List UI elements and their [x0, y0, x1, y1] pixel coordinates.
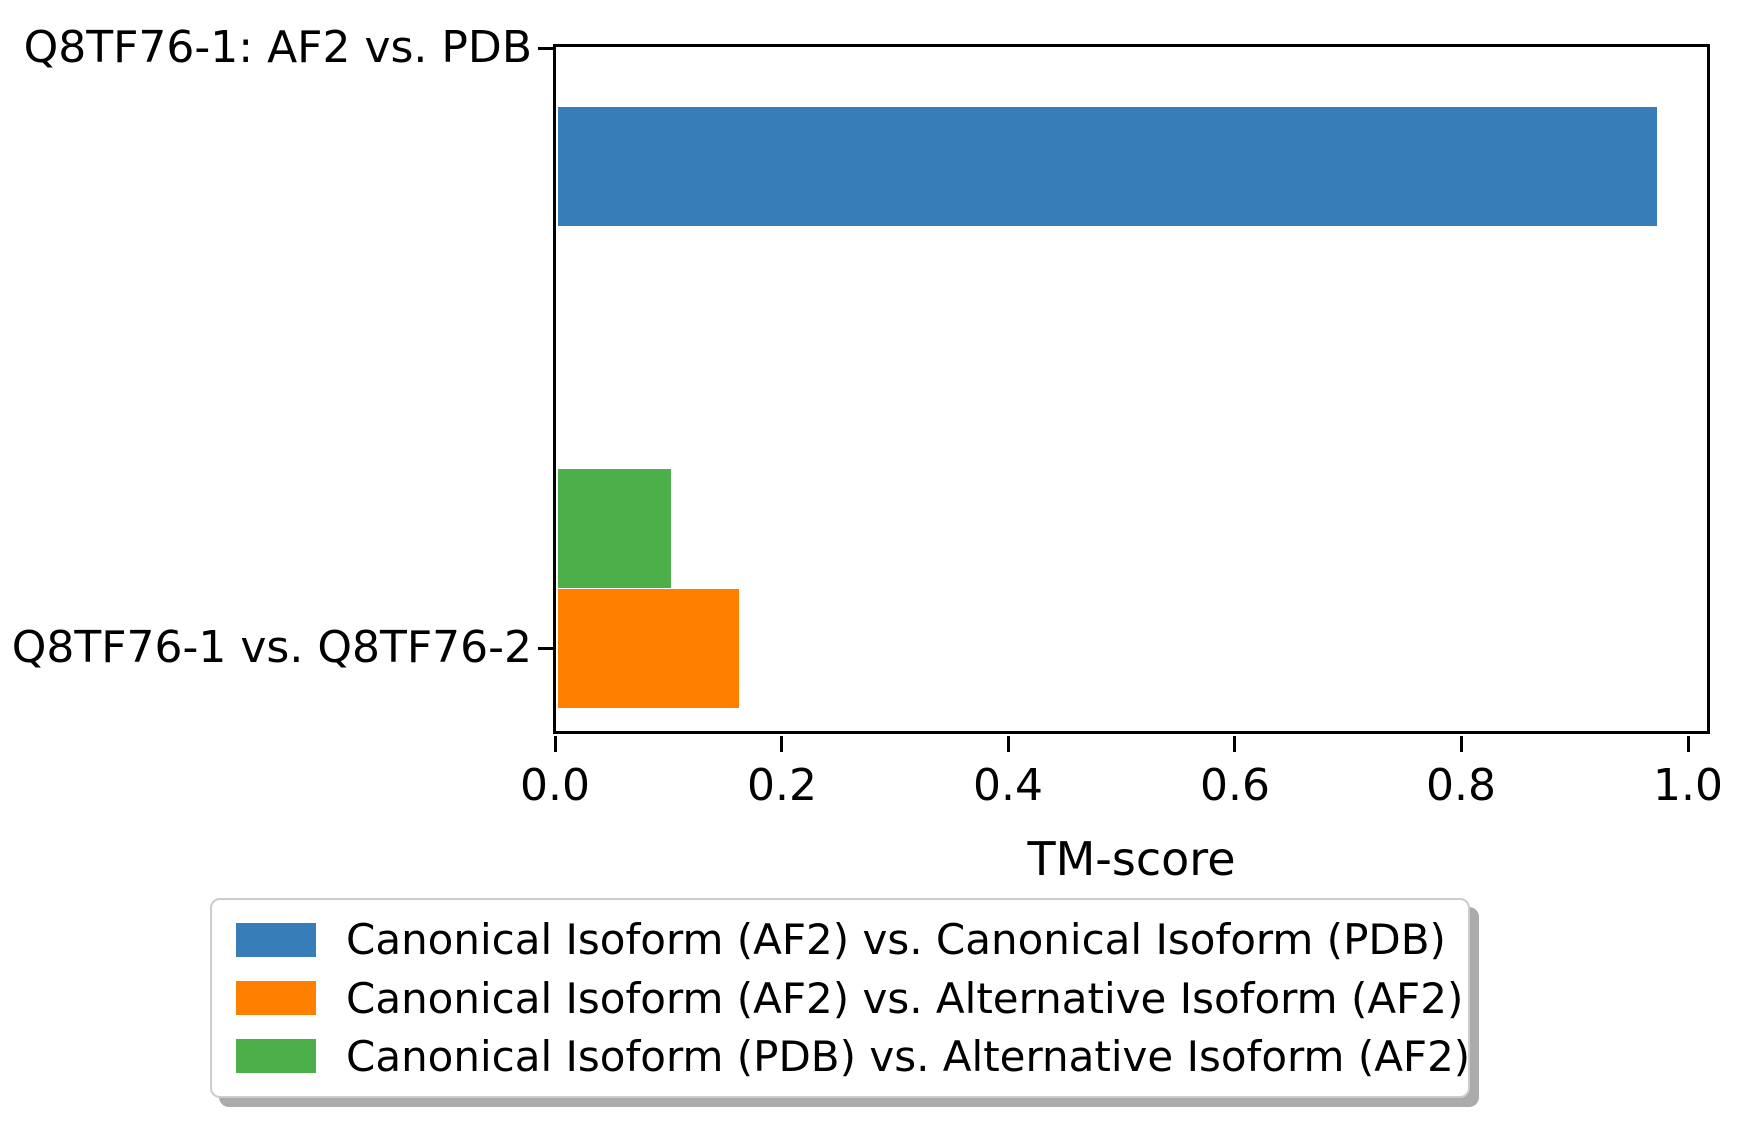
y-tick-1: [538, 647, 553, 650]
bar-series-2-cat-1: [558, 469, 671, 588]
x-tick-3: [1233, 736, 1236, 752]
x-tick-5: [1687, 736, 1690, 752]
x-tick-label-2: 0.4: [973, 760, 1043, 811]
legend-label-1: Canonical Isoform (AF2) vs. Alternative …: [346, 973, 1464, 1023]
bar-series-0-cat-0: [558, 107, 1657, 226]
y-tick-label-1: Q8TF76-1 vs. Q8TF76-2: [11, 622, 532, 673]
bar-series-1-cat-1: [558, 589, 739, 708]
x-tick-1: [780, 736, 783, 752]
legend-swatch-icon: [236, 922, 316, 957]
legend-row-0: Canonical Isoform (AF2) vs. Canonical Is…: [236, 915, 1448, 964]
plot-area: [553, 44, 1710, 734]
legend-label-0: Canonical Isoform (AF2) vs. Canonical Is…: [346, 915, 1446, 965]
x-axis-title: TM-score: [1027, 832, 1236, 886]
x-tick-label-3: 0.6: [1200, 760, 1270, 811]
legend-row-1: Canonical Isoform (AF2) vs. Alternative …: [236, 974, 1463, 1023]
legend-row-2: Canonical Isoform (PDB) vs. Alternative …: [236, 1032, 1470, 1081]
y-tick-label-0: Q8TF76-1: AF2 vs. PDB: [23, 22, 532, 73]
legend-swatch-icon: [236, 981, 316, 1015]
x-tick-label-1: 0.2: [747, 760, 817, 811]
x-tick-label-5: 1.0: [1653, 760, 1723, 811]
x-tick-label-0: 0.0: [520, 760, 590, 811]
legend-label-2: Canonical Isoform (PDB) vs. Alternative …: [346, 1031, 1471, 1081]
y-tick-0: [538, 47, 553, 50]
x-tick-0: [554, 736, 557, 752]
x-tick-label-4: 0.8: [1426, 760, 1496, 811]
x-tick-4: [1460, 736, 1463, 752]
legend: Canonical Isoform (AF2) vs. Canonical Is…: [210, 898, 1470, 1098]
x-tick-2: [1007, 736, 1010, 752]
legend-swatch-icon: [236, 1039, 316, 1074]
